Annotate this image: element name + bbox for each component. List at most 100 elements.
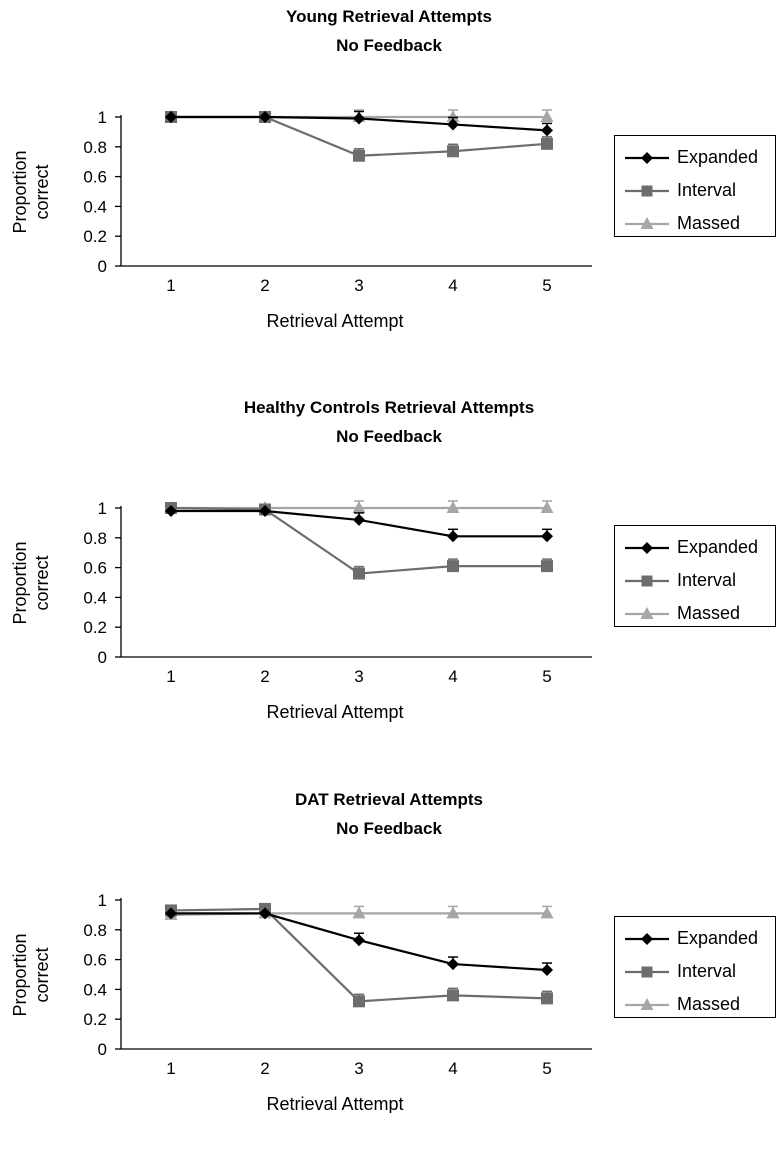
x-axis-label: Retrieval Attempt (266, 1094, 403, 1113)
x-tick-label: 2 (260, 1059, 269, 1078)
line-chart-young: 0 0.2 0.4 0.6 0.8 1 1 2 3 4 5 Retrieval Attempt Prop… (10, 108, 592, 331)
y-axis-label: correct (32, 164, 52, 219)
data-point-expanded (259, 907, 271, 920)
y-axis-label: Proportion (10, 541, 30, 624)
data-point-expanded (447, 118, 459, 131)
data-point-expanded (541, 530, 553, 543)
x-tick-label: 5 (542, 1059, 551, 1078)
legend: Expanded Interval Massed (614, 916, 776, 1018)
data-point-interval (353, 149, 365, 162)
legend-swatch-massed (625, 607, 669, 619)
x-tick-label: 1 (166, 667, 175, 686)
legend-swatch-interval (625, 575, 669, 587)
data-point-interval (541, 560, 553, 573)
y-tick-label: 1 (98, 891, 107, 910)
chart-title: Healthy Controls Retrieval Attempts (243, 398, 535, 417)
legend-label-interval: Interval (677, 570, 737, 590)
data-point-expanded (353, 112, 365, 125)
chart-subtitle: No Feedback (336, 36, 442, 55)
data-point-interval (541, 992, 553, 1005)
data-point-massed (446, 906, 460, 919)
legend-swatch-interval (625, 966, 669, 978)
legend-label-expanded: Expanded (677, 928, 759, 948)
data-point-massed (540, 501, 554, 513)
data-point-expanded (165, 504, 177, 517)
chart-title: DAT Retrieval Attempts (295, 790, 483, 809)
data-point-expanded (165, 907, 177, 920)
y-tick-label: 0.4 (83, 980, 107, 999)
data-point-massed (352, 501, 366, 513)
data-point-expanded (541, 124, 553, 137)
y-tick-label: 1 (98, 499, 107, 518)
y-tick-label: 0.2 (83, 618, 107, 637)
legend-label-massed: Massed (677, 213, 741, 233)
y-tick-label: 0.4 (83, 588, 107, 607)
chart-panel-dat: DAT Retrieval Attempts No Feedback 0 0.2 0… (0, 783, 778, 1154)
data-point-massed (446, 110, 460, 122)
legend-item-interval: Interval (621, 565, 771, 595)
x-tick-label: 3 (354, 667, 363, 686)
legend-swatch-expanded (625, 933, 669, 945)
legend-label-interval: Interval (677, 961, 737, 981)
y-tick-label: 0.8 (83, 529, 107, 548)
x-tick-label: 2 (260, 276, 269, 295)
legend-label-interval: Interval (677, 180, 737, 200)
legend-item-massed: Massed (621, 208, 771, 238)
legend-swatch-expanded (625, 152, 669, 164)
data-point-massed (446, 501, 460, 513)
data-point-expanded (541, 964, 553, 977)
data-point-interval (541, 137, 553, 150)
y-tick-label: 0 (98, 648, 107, 667)
chart-panel-healthy-controls: Healthy Controls Retrieval Attempts No F… (0, 391, 778, 762)
data-point-interval (447, 989, 459, 1002)
y-tick-label: 1 (98, 108, 107, 127)
x-tick-label: 3 (354, 1059, 363, 1078)
legend-swatch-expanded (625, 542, 669, 554)
x-tick-label: 5 (542, 667, 551, 686)
data-point-interval (353, 995, 365, 1008)
data-point-massed (540, 110, 554, 122)
chart-panel-young: Young Retrieval Attempts No Feedback 0 0.… (0, 0, 778, 371)
x-tick-label: 4 (448, 276, 457, 295)
data-point-expanded (259, 504, 271, 517)
legend-item-expanded: Expanded (621, 923, 771, 953)
data-point-interval (447, 145, 459, 158)
chart-title: Young Retrieval Attempts (286, 7, 492, 26)
y-tick-label: 0 (98, 257, 107, 276)
data-point-interval (447, 560, 459, 573)
y-axis-label: Proportion (10, 933, 30, 1016)
y-tick-label: 0 (98, 1040, 107, 1059)
legend: Expanded Interval Massed (614, 135, 776, 237)
x-axis-label: Retrieval Attempt (266, 702, 403, 722)
x-tick-label: 4 (448, 667, 457, 686)
data-point-expanded (447, 958, 459, 971)
line-chart-healthy-controls: 0 0.2 0.4 0.6 0.8 1 1 2 3 4 5 Retrieval Attempt Prop… (10, 499, 592, 722)
data-point-massed (352, 906, 366, 919)
y-tick-label: 0.4 (83, 197, 107, 216)
y-axis-label: Proportion (10, 150, 30, 233)
chart-subtitle: No Feedback (336, 427, 442, 446)
y-tick-label: 0.8 (83, 921, 107, 940)
data-point-expanded (353, 513, 365, 526)
legend-label-expanded: Expanded (677, 147, 759, 167)
data-point-interval (353, 567, 365, 580)
x-tick-label: 3 (354, 276, 363, 295)
legend-label-massed: Massed (677, 603, 741, 623)
y-tick-label: 0.6 (83, 951, 107, 970)
legend-item-expanded: Expanded (621, 532, 771, 562)
y-tick-label: 0.8 (83, 138, 107, 157)
x-tick-label: 4 (448, 1059, 457, 1078)
legend-label-massed: Massed (677, 994, 741, 1014)
line-chart-dat: 0 0.2 0.4 0.6 0.8 1 1 2 3 4 5 Retrieval Attempt Prop… (10, 891, 592, 1113)
legend-item-interval: Interval (621, 175, 771, 205)
y-tick-label: 0.6 (83, 168, 107, 187)
data-point-expanded (353, 934, 365, 947)
legend: Expanded Interval Massed (614, 525, 776, 627)
series-line-interval (170, 907, 548, 1003)
legend-item-expanded: Expanded (621, 142, 771, 172)
data-point-massed (540, 906, 554, 919)
y-axis-label: correct (32, 555, 52, 610)
data-point-expanded (447, 530, 459, 543)
data-point-expanded (259, 111, 271, 123)
y-axis-label: correct (32, 947, 52, 1002)
